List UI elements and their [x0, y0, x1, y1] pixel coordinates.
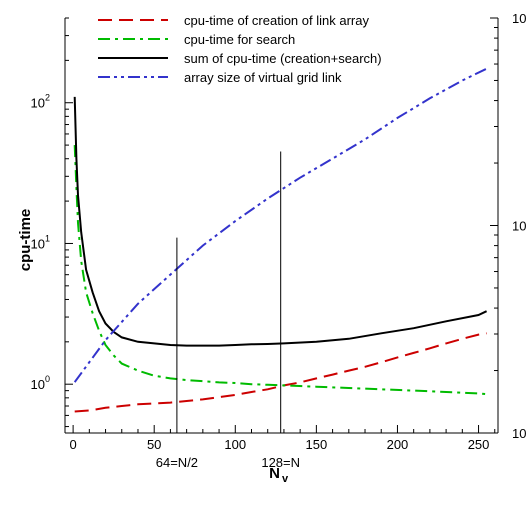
- legend-label-1: cpu-time of creation of link array: [184, 13, 369, 28]
- series-line-4: [73, 67, 488, 383]
- y-tick-label: 10: [31, 377, 45, 392]
- annotation-label: 64=N/2: [156, 455, 198, 470]
- x-tick-label: 200: [387, 437, 409, 452]
- series-line-2: [73, 145, 487, 396]
- x-tick-label: 0: [69, 437, 76, 452]
- legend-label-2: cpu-time for search: [184, 32, 295, 47]
- series-layer: [73, 67, 488, 413]
- y-tick-exponent: 0: [45, 374, 50, 384]
- annotation-label: 128=N: [261, 455, 300, 470]
- y-axis-label: cpu-time: [17, 209, 34, 272]
- y2-tick-label: 10: [512, 11, 526, 26]
- y-tick-exponent: 2: [45, 93, 50, 103]
- legend-label-4: array size of virtual grid link: [184, 70, 342, 85]
- x-tick-label: 100: [224, 437, 246, 452]
- legend-label-3: sum of cpu-time (creation+search): [184, 51, 382, 66]
- x-tick-label: 50: [147, 437, 161, 452]
- x-axis-label-subscript: v: [282, 473, 289, 485]
- y-tick-label: 10: [31, 96, 45, 111]
- annotation-layer: 64=N/2 128=N: [156, 151, 300, 470]
- x-tick-label: 150: [306, 437, 328, 452]
- y2-tick-label: 10: [512, 219, 526, 234]
- y-tick-label: 10: [31, 236, 45, 251]
- x-axis-label: N: [269, 465, 280, 482]
- x-tick-label: 250: [468, 437, 490, 452]
- series-line-3: [73, 96, 488, 347]
- y2-tick-label: 10: [512, 426, 526, 441]
- legend: cpu-time of creation of link array cpu-ti…: [98, 13, 382, 85]
- y-tick-exponent: 1: [45, 233, 50, 243]
